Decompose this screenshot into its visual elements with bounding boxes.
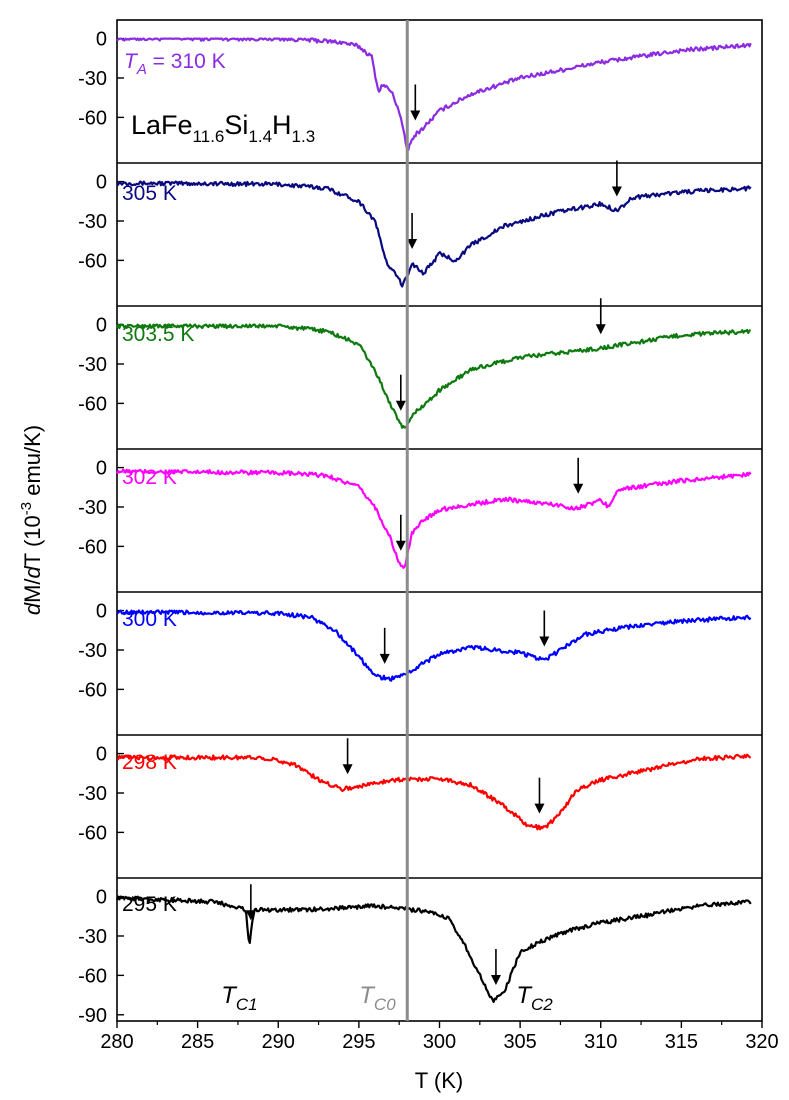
formula-base: LaFe [131,110,193,140]
y-tick-label: -60 [78,250,107,272]
tc0-annotation: TC0 [359,982,396,1014]
tc0-t: T [359,982,376,1009]
arrows-group [245,84,622,986]
series-label-303-5: 303.5 K [122,323,194,346]
ylabel-unit: emu/K) [20,425,45,502]
y-tick-label: -30 [78,926,107,948]
tc2-sub: C2 [531,995,553,1014]
y-axis-title: dM/dT (10-3 emu/K) [18,425,45,615]
series-line-1 [116,180,752,288]
arrow-head [534,803,545,814]
tc2-annotation: TC2 [516,982,553,1014]
series-label-295: 295 K [122,893,177,916]
y-tick-label: -60 [78,107,107,129]
ta-rest: = 310 K [147,50,226,73]
formula-h: H [272,110,292,140]
series-label-305: 305 K [122,182,177,205]
series-group [115,37,752,1003]
y-tick-label: -90 [78,1005,107,1027]
tc1-t: T [221,982,238,1009]
ylabel-m: M/ [20,578,45,603]
compound-formula: LaFe11.6Si1.4H1.3 [131,110,315,146]
arrow-head [407,239,418,250]
arrow-head [395,400,406,411]
y-tick-label: -60 [78,536,107,558]
tc2-t: T [516,982,533,1009]
x-axis-title: T (K) [415,1068,463,1093]
arrow-head [539,636,550,647]
panel-separators [117,162,762,879]
x-tick-label: 285 [181,1031,214,1053]
formula-sub2: 1.4 [248,127,272,146]
x-axis-ticks: 280 285 290 295 300 305 310 315 320 [100,1021,779,1053]
arrow-head [379,653,390,664]
ylabel-t: T (10 [20,515,45,566]
x-tick-label: 295 [342,1031,375,1053]
x-tick-label: 300 [423,1031,456,1053]
y-tick-label: -30 [78,783,107,805]
y-tick-label: 0 [96,744,107,766]
y-axis-ticks: 0 -30 -60 0 -30 -60 0 -30 -60 0 -30 -60 0 -30 -60 0 -30 -… [78,29,124,1027]
arrow-head [595,324,606,335]
ta-sub: A [136,61,147,78]
y-tick-label: -60 [78,822,107,844]
arrow-head [410,110,421,121]
y-tick-label: -60 [78,965,107,987]
series-line-0 [116,37,752,152]
ylabel-d1: d [20,602,45,615]
series-line-3 [116,468,752,569]
y-tick-label: -60 [78,679,107,701]
x-tick-label: 305 [503,1031,536,1053]
plot-frame [116,19,763,1022]
ylabel-d2: d [20,565,45,578]
formula-sub3: 1.3 [292,127,316,146]
y-tick-label: -30 [78,497,107,519]
y-tick-label: 0 [96,458,107,480]
arrow-head [611,186,622,197]
y-tick-label: 0 [96,601,107,623]
formula-sub1: 11.6 [193,127,225,146]
x-tick-label: 315 [665,1031,698,1053]
ylabel-exp: -3 [18,502,35,515]
tc1-sub: C1 [236,995,258,1014]
series-line-5 [116,753,752,831]
y-tick-label: 0 [96,315,107,337]
y-tick-label: -30 [78,211,107,233]
series-line-2 [115,323,751,429]
arrow-head [245,910,256,921]
y-tick-label: -30 [78,354,107,376]
arrow-head [573,483,584,494]
y-tick-label: -30 [78,68,107,90]
formula-si: Si [224,110,248,140]
series-line-6 [115,895,752,1003]
y-tick-label: 0 [96,29,107,51]
series-label-302: 302 K [122,466,177,489]
arrow-head [490,975,501,986]
x-tick-label: 290 [262,1031,295,1053]
y-tick-label: -60 [78,393,107,415]
x-tick-label: 310 [584,1031,617,1053]
y-tick-label: 0 [96,172,107,194]
arrow-head [342,764,353,775]
series-label-298: 298 K [122,751,177,774]
arrow-head [395,540,406,551]
x-tick-label: 280 [100,1031,133,1053]
x-tick-label: 320 [745,1031,778,1053]
series-label-300: 300 K [122,608,177,631]
ta-t: T [124,50,139,73]
tc0-sub: C0 [374,995,396,1014]
series-label-310: TA = 310 K [124,50,226,78]
tc1-annotation: TC1 [221,982,257,1014]
series-line-4 [116,609,752,682]
y-tick-label: -30 [78,640,107,662]
y-tick-label: 0 [96,887,107,909]
